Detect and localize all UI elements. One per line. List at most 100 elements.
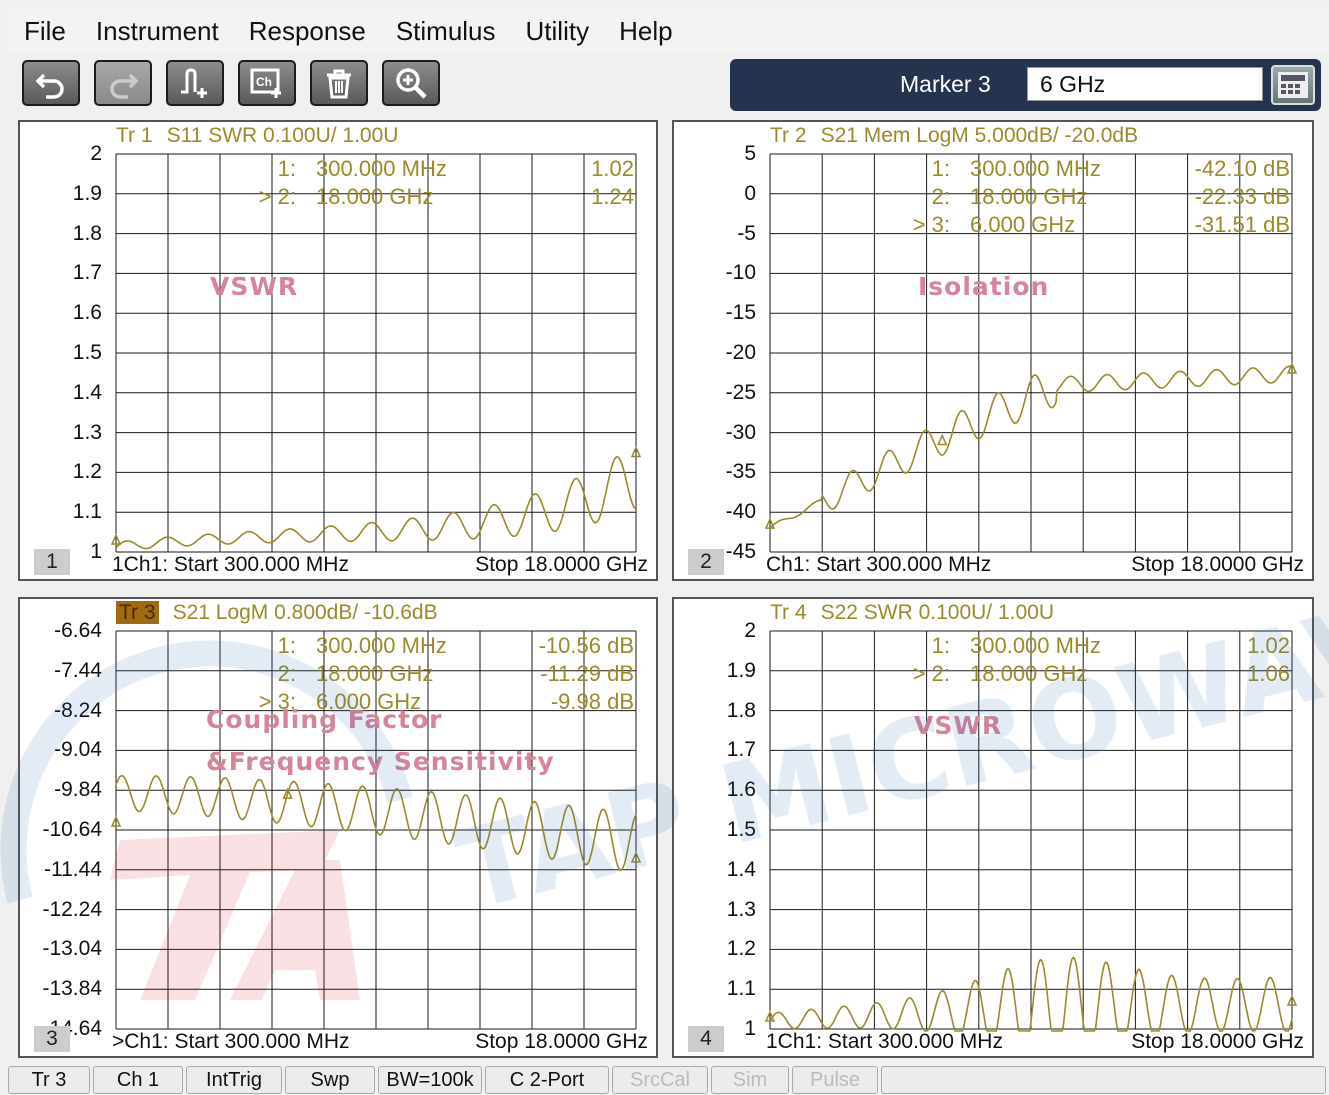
trace-header[interactable]: Tr 1 S11 SWR 0.100U/ 1.00U (116, 124, 398, 148)
menu-response[interactable]: Response (248, 15, 366, 46)
trace-pane-3[interactable]: Tr 3 S21 LogM 0.800dB/ -10.6dB -6.64 -7.44 -… (18, 597, 658, 1058)
marker-frequency[interactable]: 300.000 MHz (970, 156, 1101, 181)
trace-pane-4[interactable]: Tr 4 S22 SWR 0.100U/ 1.00U 2 1.9 1.8 1.7 1.6 1.… (672, 597, 1314, 1058)
status-inttrig[interactable]: IntTrig (186, 1066, 282, 1094)
marker-frequency[interactable]: 18.000 GHz (970, 184, 1088, 209)
add-channel-button[interactable]: Ch (238, 60, 296, 106)
menu-bar: File Instrument Response Stimulus Utilit… (8, 8, 1329, 54)
marker-id[interactable]: 1: (931, 156, 950, 181)
marker-triangle (110, 815, 122, 827)
y-tick-label: -35 (725, 460, 756, 484)
redo-button[interactable] (94, 60, 152, 106)
status-c-2-port[interactable]: C 2-Port (485, 1066, 609, 1094)
keypad-button[interactable] (1271, 65, 1315, 105)
marker-id[interactable]: > 3: (912, 212, 950, 237)
marker-value: -31.51 dB (1194, 212, 1290, 237)
marker-frequency[interactable]: 18.000 GHz (316, 661, 434, 686)
y-tick-label: 1 (90, 540, 102, 563)
y-tick-label: -45 (725, 540, 756, 563)
trace-id[interactable]: Tr 4 (770, 601, 807, 624)
y-tick-label: -25 (725, 380, 756, 404)
window-number[interactable]: 4 (688, 1026, 724, 1052)
marker-id[interactable]: 2: (277, 661, 296, 686)
marker-id[interactable]: > 3: (258, 689, 296, 714)
y-tick-label: 1.5 (726, 818, 756, 841)
y-tick-label: 1.6 (72, 301, 102, 325)
channel-start-frequency[interactable]: 1Ch1: Start 300.000 MHz (766, 1030, 1003, 1053)
y-tick-label: 1.6 (726, 778, 756, 802)
y-tick-label: 1.1 (72, 500, 102, 524)
menu-stimulus[interactable]: Stimulus (395, 15, 496, 46)
trace-format: S21 LogM 0.800dB/ -10.6dB (172, 601, 438, 624)
menu-file[interactable]: File (24, 15, 66, 46)
marker-id[interactable]: 1: (277, 633, 296, 658)
y-tick-label: 1.8 (726, 698, 756, 722)
marker-frequency[interactable]: 300.000 MHz (970, 633, 1101, 658)
menu-help[interactable]: Help (619, 15, 673, 46)
window-number[interactable]: 3 (34, 1026, 70, 1052)
y-tick-label: -6.64 (54, 619, 102, 642)
menu-instrument[interactable]: Instrument (95, 15, 219, 46)
trace-id[interactable]: Tr 3 (116, 601, 159, 624)
marker-value: 1.06 (1247, 661, 1290, 686)
channel-stop-frequency[interactable]: Stop 18.0000 GHz (475, 553, 648, 576)
status-tr-3[interactable]: Tr 3 (8, 1066, 90, 1094)
status-bw-100k[interactable]: BW=100k (378, 1066, 482, 1094)
channel-start-frequency[interactable]: >Ch1: Start 300.000 MHz (112, 1030, 350, 1053)
channel-start-frequency[interactable]: Ch1: Start 300.000 MHz (766, 553, 992, 576)
marker-value-input[interactable]: 6 GHz (1027, 67, 1263, 101)
marker-triangle (764, 1010, 776, 1022)
marker-triangle (282, 787, 293, 799)
channel-stop-frequency[interactable]: Stop 18.0000 GHz (1131, 1030, 1304, 1053)
trace-header[interactable]: Tr 3 S21 LogM 0.800dB/ -10.6dB (116, 601, 438, 625)
marker-frequency[interactable]: 6.000 GHz (970, 212, 1076, 237)
channel-start-frequency[interactable]: 1Ch1: Start 300.000 MHz (112, 553, 349, 576)
add-trace-button[interactable] (166, 60, 224, 106)
y-tick-label: 1.4 (72, 380, 102, 404)
zoom-button[interactable] (382, 60, 440, 106)
trace-plot[interactable] (674, 599, 1316, 1060)
trace-pane-1[interactable]: Tr 1 S11 SWR 0.100U/ 1.00U 2 1.9 1.8 1.7 1.6 1.… (18, 120, 658, 581)
window-number[interactable]: 1 (34, 549, 70, 575)
status-sim[interactable]: Sim (711, 1066, 789, 1094)
trace-id[interactable]: Tr 1 (116, 124, 153, 147)
trace-line (769, 365, 1293, 529)
marker-id[interactable]: 2: (931, 184, 950, 209)
window-number[interactable]: 2 (688, 549, 724, 575)
marker-id[interactable]: > 2: (258, 184, 296, 209)
delete-button[interactable] (310, 60, 368, 106)
channel-stop-frequency[interactable]: Stop 18.0000 GHz (1131, 553, 1304, 576)
marker-value: -9.98 dB (550, 689, 634, 714)
status-swp[interactable]: Swp (285, 1066, 375, 1094)
y-tick-label: 1.4 (726, 857, 756, 881)
marker-id[interactable]: 1: (277, 156, 296, 181)
y-tick-label: -5 (737, 221, 756, 245)
menu-utility[interactable]: Utility (525, 15, 590, 46)
trace-header[interactable]: Tr 2 S21 Mem LogM 5.000dB/ -20.0dB (770, 124, 1138, 148)
status-srccal[interactable]: SrcCal (612, 1066, 708, 1094)
status-pulse[interactable]: Pulse (792, 1066, 878, 1094)
marker-id[interactable]: 1: (931, 633, 950, 658)
y-tick-label: -40 (725, 500, 756, 524)
y-tick-label: -7.44 (54, 658, 102, 682)
trace-header[interactable]: Tr 4 S22 SWR 0.100U/ 1.00U (770, 601, 1054, 625)
zoom-in-icon (396, 68, 427, 99)
status-ch-1[interactable]: Ch 1 (93, 1066, 183, 1094)
channel-stop-frequency[interactable]: Stop 18.0000 GHz (475, 1030, 648, 1053)
marker-entry-panel: Marker 3 6 GHz (730, 59, 1321, 111)
trace-plot[interactable] (20, 599, 660, 1060)
marker-frequency[interactable]: 6.000 GHz (316, 689, 422, 714)
trace-plot[interactable] (20, 122, 660, 583)
undo-button[interactable] (22, 60, 80, 106)
y-tick-label: 2 (90, 142, 102, 165)
trace-pane-2[interactable]: Tr 2 S21 Mem LogM 5.000dB/ -20.0dB 5 0 -5 -10… (672, 120, 1314, 581)
marker-frequency[interactable]: 300.000 MHz (316, 633, 447, 658)
y-tick-label: -12.24 (42, 897, 102, 921)
y-tick-label: 1.1 (726, 977, 756, 1001)
marker-frequency[interactable]: 300.000 MHz (316, 156, 447, 181)
marker-frequency[interactable]: 18.000 GHz (316, 184, 434, 209)
marker-id[interactable]: > 2: (912, 661, 950, 686)
trace-id[interactable]: Tr 2 (770, 124, 807, 147)
marker-frequency[interactable]: 18.000 GHz (970, 661, 1088, 686)
trace-plot[interactable] (674, 122, 1316, 583)
